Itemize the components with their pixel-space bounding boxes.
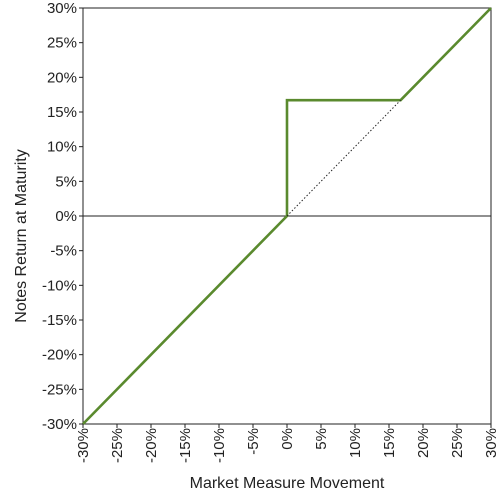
x-tick-label: 25% <box>449 428 466 458</box>
y-tick-label: 15% <box>47 104 77 121</box>
y-tick-label: 10% <box>47 139 77 156</box>
y-tick-label: 25% <box>47 35 77 52</box>
x-tick-label: -30% <box>75 428 92 463</box>
y-tick-label: 20% <box>47 69 77 86</box>
y-tick-labels: 30% 25% 20% 15% 10% 5% 0% -5% -10% -15% -20% -25% -3… <box>42 0 83 433</box>
x-tick-label: 5% <box>313 428 330 450</box>
y-tick-label: 0% <box>55 208 77 225</box>
x-tick-label: 0% <box>279 428 296 450</box>
series-layer <box>82 7 492 425</box>
x-tick-label: -15% <box>177 428 194 463</box>
x-tick-label: 15% <box>381 428 398 458</box>
y-tick-label: -15% <box>42 312 77 329</box>
x-tick-label: -10% <box>211 428 228 463</box>
x-tick-labels: -30% -25% -20% -15% -10% -5% 0% 5% 10% 15% 20% 25% 3… <box>75 424 500 463</box>
x-tick-label: 20% <box>415 428 432 458</box>
y-tick-label: -10% <box>42 277 77 294</box>
y-tick-label: -20% <box>42 347 77 364</box>
x-tick-label: -20% <box>143 428 160 463</box>
y-tick-label: 30% <box>47 0 77 17</box>
x-tick-label: -5% <box>245 428 262 455</box>
reference-dotted-line <box>286 99 401 217</box>
y-tick-label: 5% <box>55 173 77 190</box>
y-tick-label: -30% <box>42 416 77 433</box>
payoff-line <box>82 7 492 425</box>
x-axis-title: Market Measure Movement <box>190 475 385 492</box>
y-axis-title: Notes Return at Maturity <box>13 149 30 322</box>
x-tick-label: 10% <box>347 428 364 458</box>
y-tick-label: -5% <box>50 243 77 260</box>
x-tick-label: -25% <box>109 428 126 463</box>
y-tick-label: -25% <box>42 381 77 398</box>
x-tick-label: 30% <box>483 428 500 458</box>
